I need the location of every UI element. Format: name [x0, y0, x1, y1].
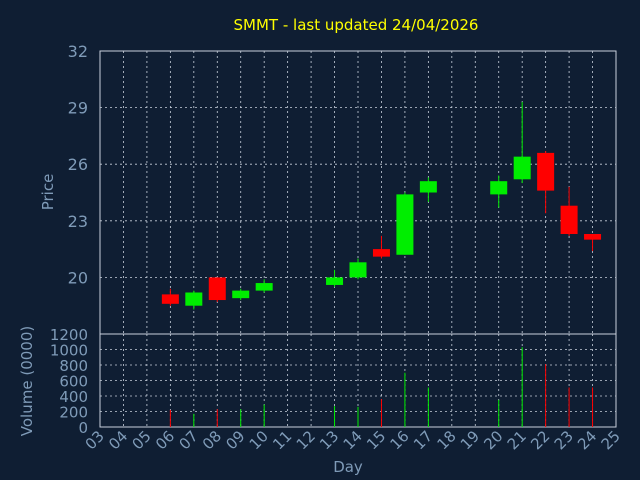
volume-tick-label: 400: [59, 388, 88, 406]
x-tick-label: 14: [340, 427, 366, 453]
x-tick-label: 23: [551, 427, 577, 453]
price-tick-label: 20: [68, 268, 88, 287]
candle-body: [560, 205, 578, 235]
x-tick-label: 17: [410, 427, 436, 453]
x-axis-label: Day: [333, 458, 363, 476]
x-tick-label: 24: [574, 427, 600, 453]
price-tick-label: 23: [68, 212, 88, 231]
x-tick-label: 21: [504, 427, 530, 453]
volume-tick-label: 1200: [50, 326, 88, 344]
price-tick-label: 29: [68, 99, 88, 118]
candle-body: [232, 290, 250, 299]
price-tick-label: 26: [68, 155, 88, 174]
price-axis-label: Price: [39, 174, 57, 211]
x-tick-label: 08: [199, 427, 225, 453]
volume-axis-label: Volume (0000): [18, 326, 36, 436]
x-tick-label: 05: [129, 427, 155, 453]
x-tick-label: 10: [246, 427, 272, 453]
chart-title: SMMT - last updated 24/04/2026: [234, 16, 479, 34]
price-tick-label: 32: [68, 42, 88, 61]
x-tick-label: 16: [387, 427, 413, 453]
x-tick-label: 12: [293, 427, 319, 453]
volume-tick-label: 800: [59, 357, 88, 375]
x-tick-label: 13: [316, 427, 342, 453]
volume-tick-label: 200: [59, 404, 88, 422]
candle-body: [326, 277, 344, 285]
candle-body: [537, 152, 555, 191]
x-tick-label: 18: [433, 427, 459, 453]
x-tick-label: 15: [363, 427, 389, 453]
candle-body: [419, 181, 437, 193]
volume-tick-label: 0: [78, 419, 88, 437]
x-tick-label: 25: [598, 427, 624, 453]
x-tick-label: 06: [152, 427, 178, 453]
x-tick-label: 20: [480, 427, 506, 453]
candle-body: [490, 181, 508, 195]
candle-body: [372, 249, 390, 257]
price-panel: 20 23 26 29 32: [68, 42, 617, 335]
x-axis: 0304050607080910111213141516171819202122…: [82, 427, 624, 453]
volume-tick-label: 1000: [50, 342, 88, 360]
candle-body: [185, 292, 203, 306]
candle-body: [208, 277, 226, 301]
candle-body: [396, 194, 414, 255]
x-tick-label: 07: [175, 427, 201, 453]
x-tick-label: 22: [527, 427, 553, 453]
x-tick-label: 11: [269, 427, 295, 453]
candle-body: [161, 294, 179, 304]
volume-tick-label: 600: [59, 373, 88, 391]
candle-body: [584, 234, 602, 240]
candle-body: [255, 283, 273, 291]
candle-body: [513, 156, 531, 180]
x-tick-label: 04: [105, 427, 131, 453]
x-tick-label: 09: [222, 427, 248, 453]
candle-body: [349, 262, 367, 278]
x-tick-label: 19: [457, 427, 483, 453]
